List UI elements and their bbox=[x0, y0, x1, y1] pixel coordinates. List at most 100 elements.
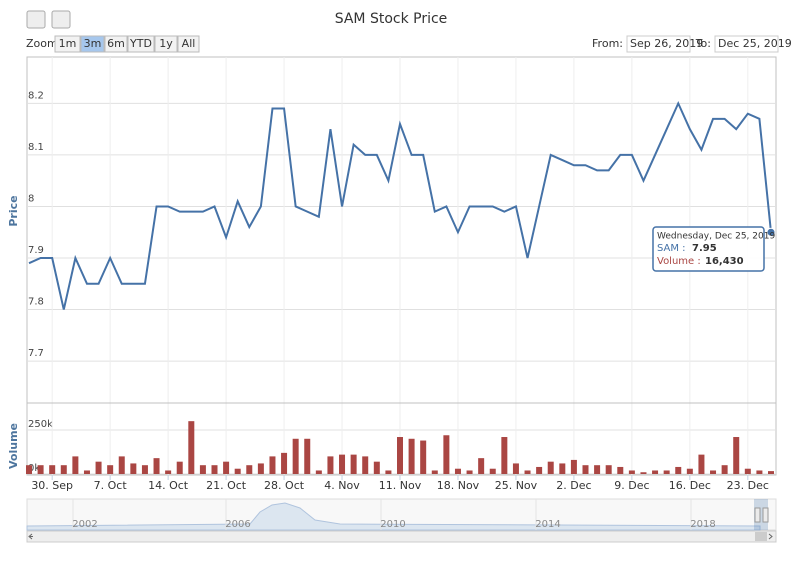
from-input[interactable] bbox=[626, 35, 691, 53]
volume-bar bbox=[675, 466, 682, 474]
to-value: Dec 25, 2019 bbox=[718, 37, 792, 50]
volume-bar bbox=[269, 456, 276, 474]
x-tick-label: 2. Dec bbox=[556, 479, 591, 492]
volume-bar bbox=[60, 465, 67, 474]
navigator-handle[interactable] bbox=[762, 507, 769, 523]
volume-bar bbox=[443, 435, 450, 474]
scrollbar[interactable] bbox=[26, 530, 777, 543]
volume-bar bbox=[582, 465, 589, 474]
volume-bar bbox=[466, 470, 473, 474]
range-button[interactable] bbox=[104, 35, 128, 53]
volume-bar bbox=[652, 470, 659, 474]
volume-bar bbox=[756, 470, 763, 474]
zoom-label: Zoom bbox=[26, 37, 58, 50]
navigator-year: 2014 bbox=[535, 519, 560, 530]
volume-bar bbox=[26, 465, 32, 474]
volume-bar bbox=[733, 437, 740, 474]
from-value: Sep 26, 2019 bbox=[630, 37, 703, 50]
print-button[interactable] bbox=[51, 10, 71, 29]
navigator-year: 2010 bbox=[380, 519, 405, 530]
volume-bar bbox=[339, 454, 346, 474]
range-button[interactable] bbox=[54, 35, 81, 53]
range-button[interactable] bbox=[177, 35, 200, 53]
volume-bar bbox=[768, 471, 774, 474]
volume-bar bbox=[536, 466, 543, 474]
hover-point bbox=[766, 227, 776, 237]
volume-bar bbox=[234, 468, 241, 474]
x-tick-label: 30. Sep bbox=[31, 479, 73, 492]
x-tick-label: 9. Dec bbox=[614, 479, 649, 492]
range-button[interactable] bbox=[80, 35, 105, 53]
plot-frame bbox=[26, 56, 777, 476]
range-button-label: All bbox=[182, 37, 196, 50]
volume-bar bbox=[49, 465, 56, 474]
volume-bar bbox=[559, 463, 566, 474]
volume-bar bbox=[512, 463, 519, 474]
scrollbar-thumb[interactable] bbox=[755, 532, 767, 541]
navigator-year: 2018 bbox=[690, 519, 715, 530]
volume-bar bbox=[710, 470, 717, 474]
to-label: To: bbox=[695, 37, 711, 50]
volume-bar bbox=[304, 438, 311, 474]
tooltip-volume: 16,430 bbox=[705, 256, 744, 267]
range-button[interactable] bbox=[154, 35, 178, 53]
volume-bar bbox=[37, 465, 44, 474]
x-tick-label: 11. Nov bbox=[379, 479, 422, 492]
volume-bar bbox=[478, 458, 485, 474]
volume-bar bbox=[408, 438, 415, 474]
to-input[interactable] bbox=[714, 35, 779, 53]
volume-bar bbox=[153, 458, 160, 474]
volume-bar bbox=[292, 438, 299, 474]
volume-bar bbox=[501, 437, 508, 474]
volume-bar bbox=[257, 463, 264, 474]
tooltip-date: Wednesday, Dec 25, 2019 bbox=[657, 232, 775, 242]
scroll-left[interactable] bbox=[28, 533, 33, 540]
range-button[interactable] bbox=[127, 35, 155, 53]
volume-bar bbox=[327, 456, 334, 474]
y-tick-label: 8.2 bbox=[28, 90, 44, 101]
volume-bar bbox=[663, 470, 670, 474]
y2-axis-title: Volume bbox=[7, 423, 20, 469]
volume-bar bbox=[698, 454, 705, 474]
volume-bar bbox=[315, 470, 322, 474]
tooltip-box bbox=[652, 226, 765, 272]
volume-bar bbox=[165, 470, 172, 474]
volume-bar bbox=[721, 465, 728, 474]
x-tick-label: 21. Oct bbox=[206, 479, 247, 492]
navigator-area bbox=[26, 502, 761, 531]
scroll-right[interactable] bbox=[768, 533, 773, 540]
y-tick-label: 7.8 bbox=[28, 297, 44, 308]
x-tick-label: 23. Dec bbox=[727, 479, 769, 492]
y2-tick-label: 0k bbox=[28, 463, 40, 474]
volume-bar bbox=[141, 465, 148, 474]
volume-bar bbox=[431, 470, 438, 474]
volume-bar bbox=[281, 452, 288, 474]
volume-bar bbox=[524, 470, 531, 474]
y2-tick-label: 250k bbox=[28, 419, 53, 430]
volume-bar bbox=[350, 454, 357, 474]
volume-bar bbox=[628, 470, 635, 474]
x-tick-label: 14. Oct bbox=[148, 479, 189, 492]
volume-bar bbox=[188, 421, 195, 474]
navigator[interactable] bbox=[26, 498, 777, 543]
volume-bar bbox=[95, 461, 102, 474]
from-label: From: bbox=[592, 37, 623, 50]
volume-bar bbox=[246, 465, 253, 474]
tooltip-volume-label: Volume : bbox=[657, 256, 701, 267]
volume-bar bbox=[130, 463, 137, 474]
export-button[interactable] bbox=[26, 10, 46, 29]
x-tick-label: 28. Oct bbox=[264, 479, 305, 492]
tooltip-price: 7.95 bbox=[692, 243, 717, 254]
range-button-label: 1y bbox=[159, 37, 173, 50]
volume-bar bbox=[744, 468, 751, 474]
y-axis-title: Price bbox=[7, 195, 20, 226]
navigator-handle[interactable] bbox=[754, 507, 761, 523]
volume-bar bbox=[420, 440, 427, 474]
volume-bar bbox=[640, 472, 647, 474]
range-button-label: 1m bbox=[59, 37, 77, 50]
volume-bar bbox=[72, 456, 79, 474]
y-tick-label: 7.9 bbox=[28, 245, 44, 256]
volume-bar bbox=[373, 461, 380, 474]
volume-bar bbox=[605, 465, 612, 474]
volume-bar bbox=[107, 465, 114, 474]
